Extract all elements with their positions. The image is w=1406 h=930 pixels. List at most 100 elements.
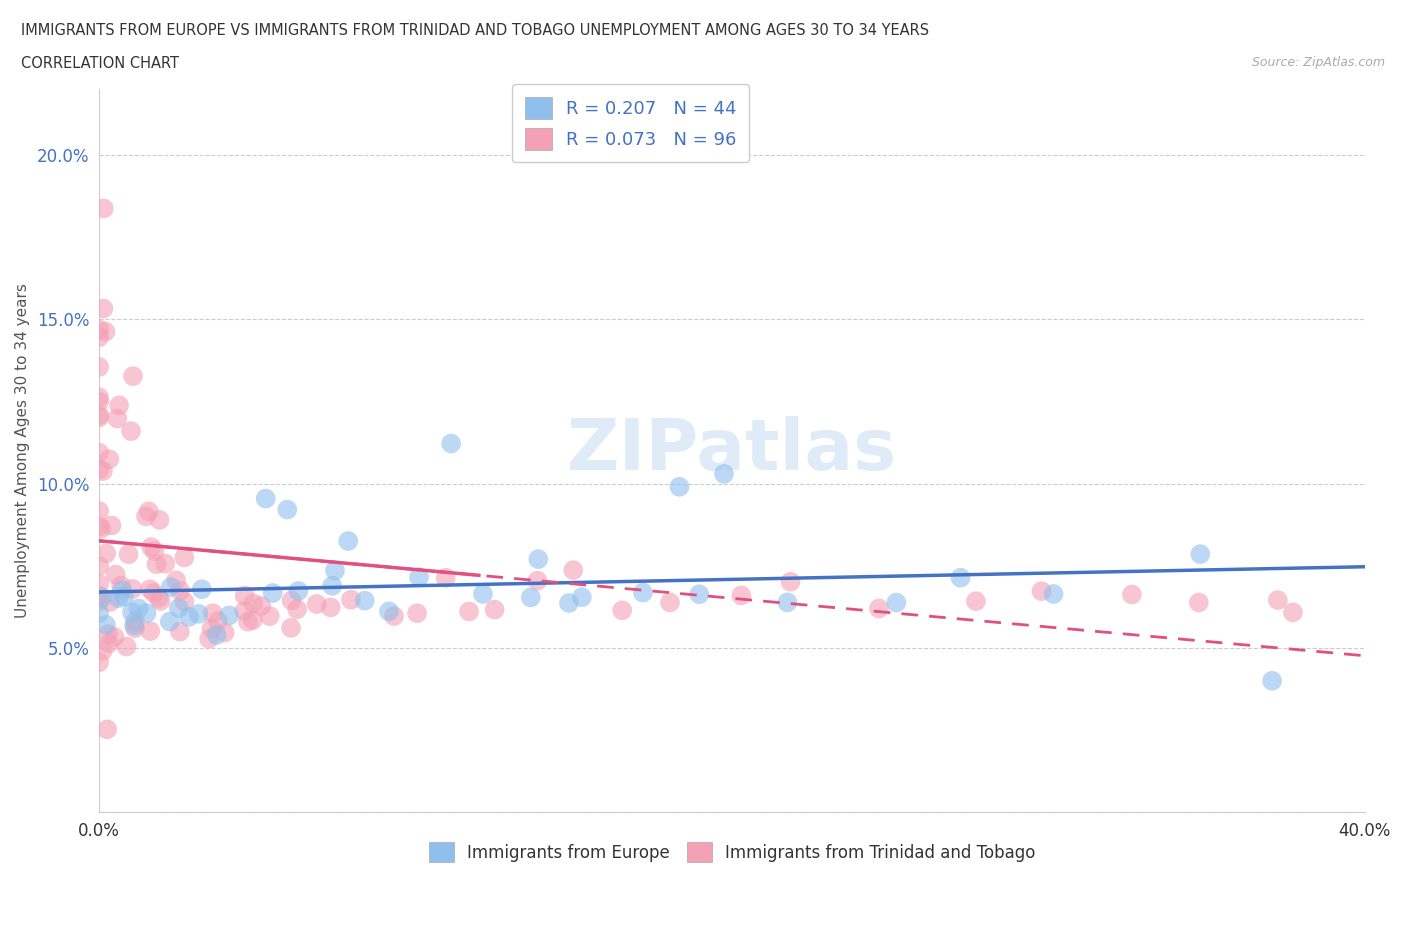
Point xyxy=(143,543,166,558)
Point xyxy=(89,588,111,603)
Point xyxy=(120,424,142,439)
Point xyxy=(321,578,343,593)
Point xyxy=(280,593,302,608)
Point xyxy=(276,502,298,517)
Point xyxy=(89,410,111,425)
Point xyxy=(89,330,111,345)
Point xyxy=(104,567,127,582)
Point xyxy=(89,519,111,534)
Point xyxy=(89,445,111,460)
Point xyxy=(242,613,264,628)
Point xyxy=(91,644,114,658)
Point xyxy=(382,608,405,623)
Point xyxy=(406,605,429,620)
Point xyxy=(159,579,181,594)
Y-axis label: Unemployment Among Ages 30 to 34 years: Unemployment Among Ages 30 to 34 years xyxy=(15,284,30,618)
Point xyxy=(110,578,132,593)
Point xyxy=(287,583,309,598)
Point xyxy=(173,550,195,565)
Point xyxy=(233,604,256,618)
Point xyxy=(139,582,162,597)
Point xyxy=(91,591,114,605)
Text: CORRELATION CHART: CORRELATION CHART xyxy=(21,56,179,71)
Point xyxy=(207,614,229,629)
Point xyxy=(259,609,281,624)
Point xyxy=(218,608,240,623)
Legend: Immigrants from Europe, Immigrants from Trinidad and Tobago: Immigrants from Europe, Immigrants from … xyxy=(422,835,1042,870)
Point xyxy=(1282,604,1305,619)
Point xyxy=(527,551,550,566)
Point xyxy=(94,325,117,339)
Point xyxy=(98,452,121,467)
Point xyxy=(319,600,342,615)
Point xyxy=(89,594,111,609)
Point xyxy=(353,593,375,608)
Point xyxy=(128,601,150,616)
Point xyxy=(89,577,111,591)
Point xyxy=(776,595,799,610)
Text: ZIPatlas: ZIPatlas xyxy=(567,417,897,485)
Point xyxy=(117,547,139,562)
Point xyxy=(205,628,228,643)
Point xyxy=(89,504,111,519)
Point xyxy=(90,521,112,536)
Point xyxy=(305,596,328,611)
Point xyxy=(458,604,481,618)
Point xyxy=(201,605,224,620)
Point xyxy=(173,594,195,609)
Point xyxy=(104,630,127,644)
Point xyxy=(658,595,681,610)
Point xyxy=(1188,595,1211,610)
Point xyxy=(169,583,191,598)
Point xyxy=(730,588,752,603)
Point xyxy=(1189,547,1212,562)
Point xyxy=(1031,584,1053,599)
Point xyxy=(107,591,129,605)
Point xyxy=(97,636,120,651)
Point xyxy=(124,614,146,629)
Point xyxy=(89,605,111,620)
Point xyxy=(100,518,122,533)
Point xyxy=(91,464,114,479)
Point xyxy=(97,627,120,642)
Point xyxy=(89,559,111,574)
Point xyxy=(886,595,908,610)
Point xyxy=(89,322,111,337)
Point xyxy=(713,467,735,482)
Point xyxy=(242,596,264,611)
Point xyxy=(254,491,277,506)
Point xyxy=(93,201,115,216)
Point xyxy=(434,570,457,585)
Point xyxy=(571,590,593,604)
Point xyxy=(94,618,117,632)
Point xyxy=(471,587,494,602)
Point xyxy=(93,301,115,316)
Point xyxy=(142,586,165,601)
Point xyxy=(111,583,134,598)
Point xyxy=(187,606,209,621)
Point xyxy=(89,390,111,405)
Point xyxy=(190,582,212,597)
Point xyxy=(337,534,360,549)
Point xyxy=(121,604,143,619)
Point xyxy=(159,614,181,629)
Point xyxy=(122,368,145,383)
Point xyxy=(108,398,131,413)
Point xyxy=(340,592,363,607)
Point xyxy=(280,620,302,635)
Point xyxy=(153,556,176,571)
Point xyxy=(198,631,221,646)
Point xyxy=(139,624,162,639)
Point xyxy=(440,436,463,451)
Point xyxy=(200,621,222,636)
Point xyxy=(121,581,143,596)
Point xyxy=(115,639,138,654)
Point xyxy=(135,509,157,524)
Point xyxy=(89,360,111,375)
Point xyxy=(558,595,581,610)
Point xyxy=(148,512,170,527)
Point xyxy=(145,557,167,572)
Point xyxy=(138,504,160,519)
Point xyxy=(148,591,170,605)
Point xyxy=(98,594,121,609)
